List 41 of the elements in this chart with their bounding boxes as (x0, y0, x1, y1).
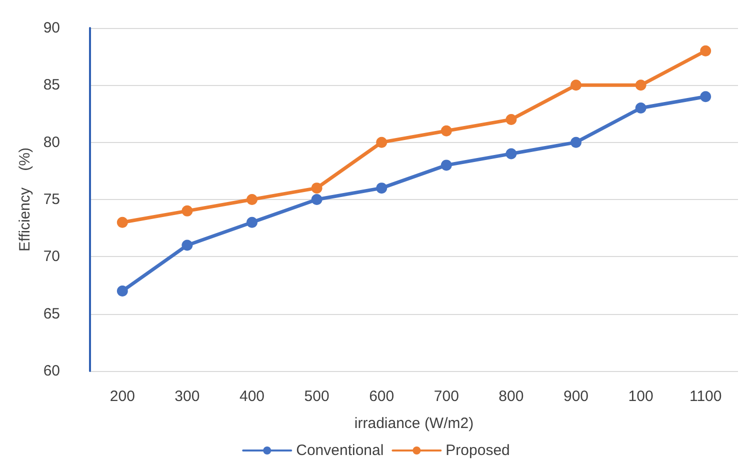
x-axis-title: irradiance (W/m2) (354, 415, 474, 432)
point (700, 91, 712, 102)
point (506, 114, 517, 125)
legend-label: Proposed (446, 442, 510, 459)
y-tick-label: 90 (43, 20, 60, 36)
y-tick-label: 70 (43, 248, 60, 266)
point (570, 136, 582, 148)
point (570, 80, 582, 91)
point (116, 285, 128, 296)
x-tick-label: 200 (110, 388, 135, 405)
point (506, 148, 517, 160)
point (246, 216, 258, 228)
x-tick-label: 500 (304, 388, 330, 405)
point (376, 136, 388, 148)
y-tick-label: 85 (43, 76, 60, 94)
x-tick-label: 700 (434, 388, 459, 405)
point (311, 182, 322, 194)
x-tick-label: 300 (174, 388, 200, 405)
y-tick-label: 75 (43, 191, 60, 208)
x-tick-label: 600 (369, 388, 394, 405)
y-axis-title: Efficiency (%) (16, 148, 34, 252)
x-tick-label: 100 (628, 388, 654, 405)
point (635, 102, 646, 114)
point (182, 240, 193, 251)
point (182, 205, 193, 216)
point (440, 160, 452, 171)
point (246, 194, 258, 205)
x-tick-label: 1100 (689, 388, 722, 405)
legend-label: Conventional (296, 442, 384, 459)
point (311, 194, 322, 205)
point (440, 125, 452, 136)
point (700, 45, 712, 56)
y-tick-label: 80 (43, 134, 60, 151)
point (635, 80, 646, 91)
x-tick-label: 400 (239, 388, 265, 405)
y-tick-label: 65 (43, 305, 60, 322)
y-tick-label: 60 (43, 362, 60, 380)
x-tick-label: 800 (498, 388, 524, 405)
point (116, 216, 128, 228)
point (376, 182, 388, 194)
x-tick-label: 900 (563, 388, 589, 405)
